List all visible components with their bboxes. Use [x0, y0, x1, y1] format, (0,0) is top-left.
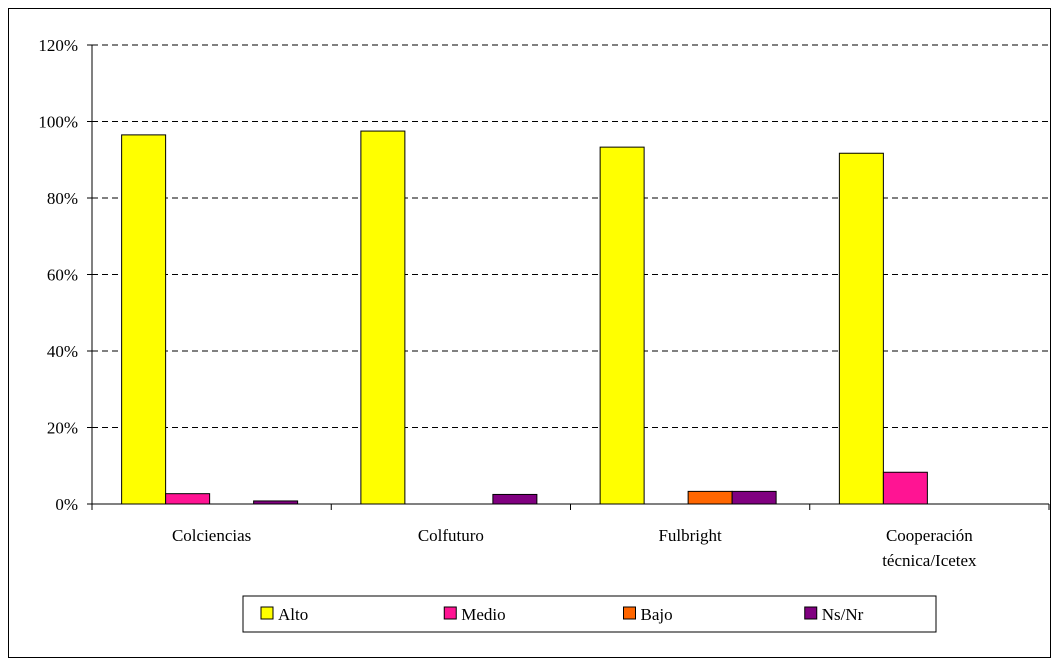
y-tick-label: 0%: [55, 495, 78, 514]
bar-medio-0: [165, 493, 211, 505]
legend-box: [242, 595, 937, 633]
legend-label: Bajo: [641, 605, 673, 624]
legend-label: Ns/Nr: [822, 605, 864, 624]
x-category-label: Colfuturo: [418, 526, 484, 545]
bar-alto-0: [121, 134, 167, 505]
y-tick-label: 80%: [47, 189, 78, 208]
bar-ns-nr-1: [492, 493, 538, 505]
x-category-label: Fulbright: [658, 526, 722, 545]
bar-alto-3: [838, 152, 884, 505]
legend-swatch-ns-nr: [804, 606, 818, 620]
legend: Alto Medio Bajo Ns/Nr: [242, 595, 937, 633]
y-tick-label: 120%: [38, 36, 78, 55]
bar-ns-nr-2: [731, 490, 777, 505]
legend-label: Alto: [278, 605, 308, 624]
bar-medio-3: [882, 471, 928, 505]
bars: [121, 130, 928, 505]
y-tick-label: 100%: [38, 113, 78, 132]
y-tick-label: 60%: [47, 266, 78, 285]
gridlines: [92, 44, 1049, 428]
y-tick-label: 20%: [47, 419, 78, 438]
x-category-label: Cooperación: [886, 526, 973, 545]
x-category-label: técnica/Icetex: [882, 551, 977, 570]
bar-bajo-2: [687, 490, 733, 505]
y-tick-label: 40%: [47, 342, 78, 361]
y-tick-labels: 0% 20% 40% 60% 80% 100% 120%: [38, 36, 78, 514]
bar-alto-1: [360, 130, 406, 505]
axes: [87, 44, 1050, 510]
legend-swatch-alto: [260, 606, 274, 620]
x-category-label: Colciencias: [172, 526, 251, 545]
legend-swatch-bajo: [623, 606, 636, 620]
legend-swatch-medio: [443, 606, 457, 620]
bar-alto-2: [599, 146, 645, 505]
legend-label: Medio: [461, 605, 505, 624]
x-tick-labels: Colciencias Colfuturo Fulbright Cooperación…: [172, 526, 977, 570]
